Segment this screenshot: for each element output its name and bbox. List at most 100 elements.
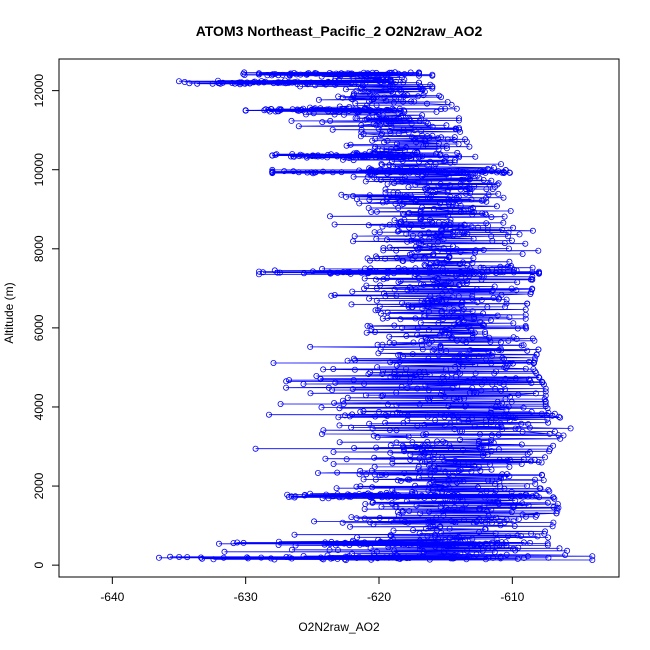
data-point [404,417,411,424]
data-point [544,540,551,547]
data-point [393,552,400,559]
data-point [399,210,406,217]
data-point [424,196,431,203]
data-point [413,165,420,172]
data-point [443,153,450,160]
data-point [516,231,523,238]
data-point [378,393,385,400]
data-point [345,108,352,115]
data-point [493,536,500,543]
data-point [545,554,552,561]
data-point [350,192,357,199]
data-point [333,485,340,492]
data-point [336,422,343,429]
data-point [355,81,362,88]
data-point [467,553,474,560]
data-point [431,205,438,212]
data-point [338,169,345,176]
data-point [393,389,400,396]
data-point [468,223,475,230]
data-point [484,451,491,458]
data-point [481,328,488,335]
data-point [497,161,504,168]
data-point [524,347,531,354]
data-point [495,190,502,197]
data-point [475,463,482,470]
data-point [492,415,499,422]
data-point [557,414,564,421]
data-point [522,306,529,313]
data-point [409,134,416,141]
data-point [545,419,552,426]
data-point [382,189,389,196]
data-point [311,106,318,113]
data-point [363,491,370,498]
data-point [412,271,419,278]
data-point [366,148,373,155]
data-point [434,259,441,266]
data-point [467,190,474,197]
data-point [390,118,397,125]
data-point [421,458,428,465]
data-point [390,270,397,277]
data-point [348,301,355,308]
data-point [379,392,386,399]
data-point [427,445,434,452]
data-point [442,281,449,288]
data-point [524,482,531,489]
data-point [461,536,468,543]
data-point [483,444,490,451]
data-point [477,318,484,325]
data-point [462,500,469,507]
data-point [394,477,401,484]
data-point [383,115,390,122]
data-point [250,79,257,86]
data-point [411,127,418,134]
data-point [487,409,494,416]
data-point [438,106,445,113]
data-point [360,540,367,547]
data-point [319,119,326,126]
data-point [414,422,421,429]
data-point [493,203,500,210]
data-point [221,548,228,555]
data-point [495,180,502,187]
data-point [352,357,359,364]
data-point [413,502,420,509]
data-point [523,491,530,498]
data-point [378,132,385,139]
data-point [425,355,432,362]
data-point [292,493,299,500]
data-point [550,442,557,449]
data-point [489,237,496,244]
data-point [501,213,508,220]
data-point [476,431,483,438]
data-point [432,188,439,195]
data-point [404,519,411,526]
data-point [451,518,458,525]
data-point [393,292,400,299]
data-point [440,236,447,243]
data-point [530,366,537,373]
data-point [532,354,539,361]
data-point [356,167,363,174]
data-point [334,153,341,160]
data-point [397,477,404,484]
data-point [269,168,276,175]
data-point [197,554,204,561]
data-point [437,411,444,418]
data-point [388,145,395,152]
data-point [495,431,502,438]
data-point [441,220,448,227]
data-point [418,341,425,348]
x-tick-label: -630 [234,590,258,604]
data-point [497,345,504,352]
data-point [425,326,432,333]
data-point [424,438,431,445]
data-point [370,432,377,439]
data-point [448,101,455,108]
data-point [380,247,387,254]
data-point [451,157,458,164]
data-point [420,431,427,438]
data-point [354,534,361,541]
